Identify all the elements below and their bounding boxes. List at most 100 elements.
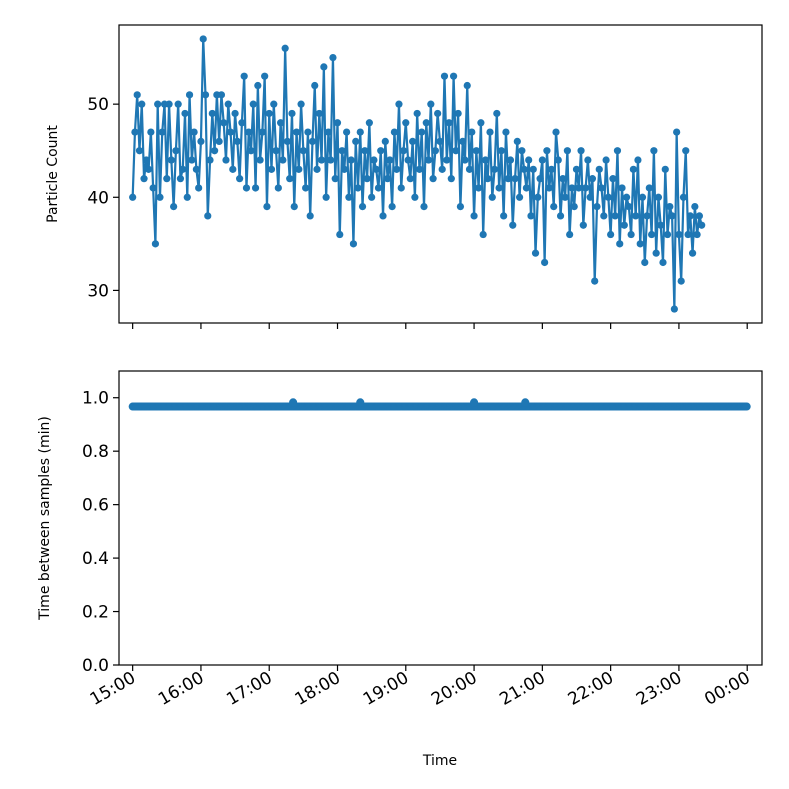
particle-count-point (652, 249, 660, 257)
particle-count-point (377, 147, 385, 155)
particle-count-point (691, 202, 699, 211)
particle-count-point (317, 156, 326, 164)
particle-count-point (607, 230, 615, 239)
particle-count-point (399, 147, 408, 155)
particle-count-point (195, 184, 203, 192)
particle-count-point (688, 249, 697, 257)
sample-interval-outlier-point (521, 398, 530, 407)
particle-count-point (543, 147, 551, 155)
particle-count-point (288, 109, 296, 118)
sample-interval-outlier-point (356, 398, 365, 407)
particle-count-point (349, 240, 358, 248)
bottom-x-tick-label: 17:00 (223, 668, 275, 710)
particle-count-point (427, 100, 435, 108)
bottom-y-tick-label: 0.6 (82, 496, 109, 516)
particle-count-point (468, 128, 476, 136)
particle-count-point (620, 221, 628, 229)
particle-count-point (475, 184, 483, 192)
particle-count-point (609, 175, 617, 183)
particle-count-point (226, 128, 235, 136)
particle-count-point (486, 128, 494, 136)
particle-count-point (272, 147, 280, 155)
particle-count-point (299, 147, 307, 155)
bottom-plot-frame (118, 370, 763, 666)
particle-count-point (322, 193, 330, 201)
particle-count-point (138, 100, 146, 108)
particle-count-point (281, 44, 289, 52)
particle-count-point (320, 63, 328, 71)
particle-count-point (502, 128, 510, 136)
particle-count-point (452, 147, 460, 155)
particle-count-point (247, 147, 255, 155)
particle-count-point (174, 100, 182, 108)
particle-count-point (324, 128, 332, 136)
particle-count-point (192, 165, 200, 173)
particle-count-point (600, 212, 608, 220)
particle-count-point (206, 156, 214, 164)
particle-count-point (135, 147, 144, 155)
particle-count-point (634, 156, 642, 164)
particle-count-point (343, 128, 351, 136)
particle-count-point (611, 212, 619, 220)
particle-count-point (597, 184, 606, 192)
particle-count-point (559, 175, 567, 183)
particle-count-point (297, 100, 305, 108)
particle-count-point (411, 193, 419, 201)
particle-count-point (302, 184, 310, 192)
particle-count-point (340, 165, 348, 173)
particle-count-point (140, 175, 148, 183)
particle-count-point (313, 165, 321, 173)
bottom-x-tick-label: 00:00 (701, 668, 753, 710)
particle-count-point (659, 258, 667, 267)
particle-count-point (240, 72, 248, 80)
particle-count-point (251, 184, 260, 192)
particle-count-point (229, 165, 237, 173)
particle-count-point (504, 175, 512, 183)
particle-count-point (267, 165, 276, 173)
particle-count-point (529, 165, 537, 173)
bottom-x-tick-label: 21:00 (496, 668, 548, 710)
particle-count-point (625, 202, 633, 211)
particle-count-point (277, 119, 285, 127)
particle-count-point (172, 147, 180, 155)
particle-count-point (170, 202, 178, 211)
particle-count-point (622, 193, 631, 201)
particle-count-point (233, 137, 241, 146)
particle-count-point (431, 147, 439, 155)
particle-count-point (666, 202, 674, 211)
particle-count-point (329, 53, 337, 62)
particle-count-point (536, 175, 544, 183)
particle-count-point (554, 156, 562, 164)
sample-interval-outlier-point (470, 398, 479, 407)
particle-count-point (436, 137, 444, 146)
particle-count-point (158, 128, 166, 136)
particle-count-point (231, 109, 239, 118)
sample-interval-series (128, 398, 751, 411)
particle-count-point (670, 305, 678, 313)
particle-count-point (245, 128, 253, 136)
sample-interval-outlier-point (289, 398, 298, 407)
particle-count-point (258, 128, 266, 136)
particle-count-point (661, 165, 669, 173)
bottom-x-tick-label: 20:00 (428, 668, 480, 710)
particle-count-point (438, 165, 446, 173)
particle-count-point (413, 109, 421, 118)
particle-count-point (386, 156, 394, 164)
particle-count-point (629, 165, 638, 173)
particle-count-point (572, 165, 581, 173)
particle-count-point (215, 137, 223, 146)
bottom-y-tick-label: 0.2 (82, 603, 109, 623)
particle-count-point (165, 100, 173, 108)
particle-count-point (208, 109, 216, 118)
particle-count-point (347, 156, 355, 164)
particle-count-point (372, 165, 380, 173)
particle-count-point (686, 212, 694, 220)
particle-count-point (393, 165, 401, 173)
particle-count-point (541, 258, 549, 267)
particle-count-point (568, 184, 576, 192)
particle-count-point (176, 175, 185, 183)
particle-count-point (201, 91, 210, 99)
particle-count-point (261, 72, 269, 80)
particle-count-point (645, 184, 653, 192)
